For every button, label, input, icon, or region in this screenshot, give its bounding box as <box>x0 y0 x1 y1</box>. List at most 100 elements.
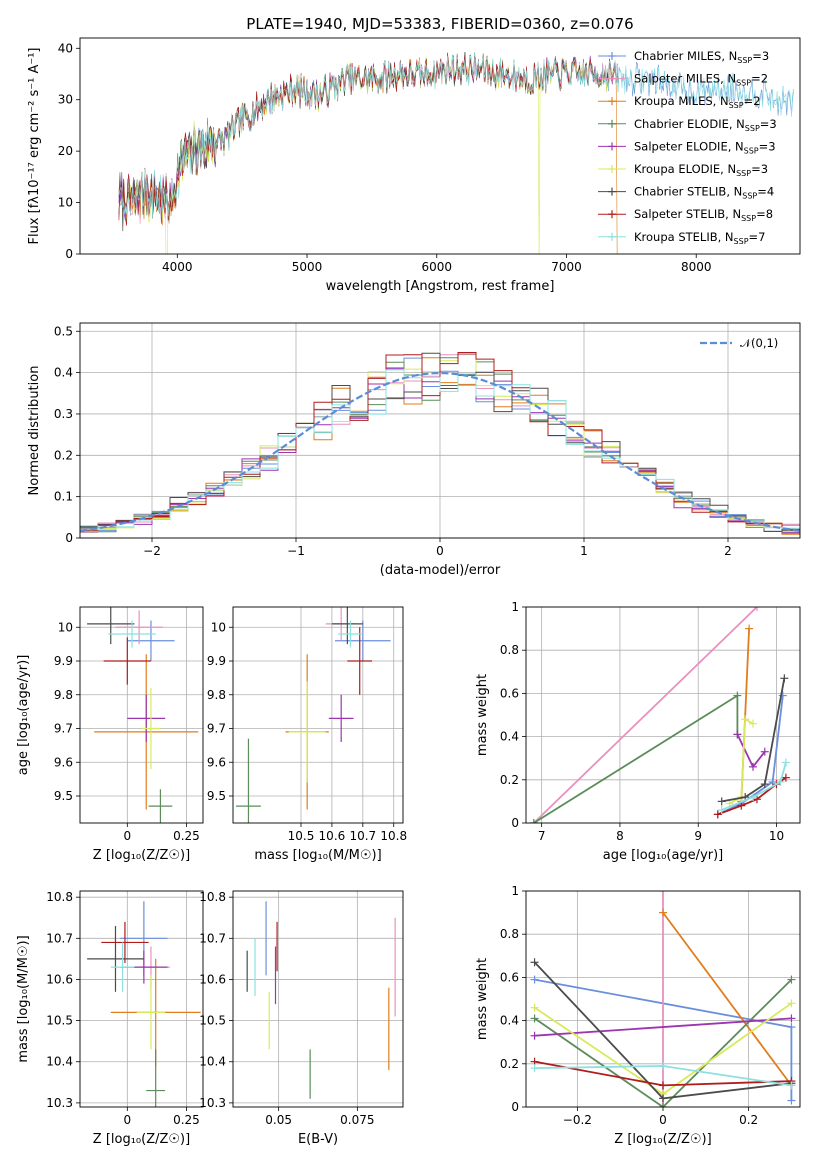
legend-n-subscript: SSP <box>734 237 749 246</box>
error-point-6 <box>141 688 161 769</box>
legend-label: Chabrier ELODIE, NSSP=3 <box>634 117 777 133</box>
tick-label-x: −1 <box>287 544 305 558</box>
tick-label-y: 0.6 <box>500 970 519 984</box>
x-axis-label: (data-model)/error <box>380 563 501 578</box>
legend-model-name: Chabrier ELODIE <box>634 117 729 131</box>
legend: 𝒩(0,1) <box>700 336 778 350</box>
tick-label-x: 10.5 <box>288 829 315 843</box>
legend-label: Salpeter STELIB, NSSP=8 <box>634 207 773 223</box>
spectrum-line-5 <box>118 54 619 224</box>
error-point-7 <box>87 607 135 645</box>
tick-label-y: 20 <box>58 144 73 158</box>
weight-line-4 <box>533 693 739 823</box>
plot-area <box>236 607 391 823</box>
tick-label-y: 0 <box>511 816 519 830</box>
tick-label-y: 10.8 <box>46 890 73 904</box>
legend-n-subscript: SSP <box>742 192 757 201</box>
x-axis-label: mass [log₁₀(M/M☉)] <box>254 848 381 863</box>
tick-label-y: 0.4 <box>54 366 73 380</box>
panel-spectrum: 4000 5000 6000 7000 8000 0 10 20 30 40 wavelength … <box>27 37 801 294</box>
tick-label-x: −2 <box>143 544 161 558</box>
legend-nssp: 3 <box>768 139 775 153</box>
tick-label-y: 10.3 <box>199 1096 226 1110</box>
legend-n-eq: = <box>760 117 770 131</box>
axes-frame <box>79 322 801 539</box>
tick-label-y: 9.8 <box>207 688 226 702</box>
legend-nssp: 8 <box>766 207 773 221</box>
tick-label-y: 9.5 <box>207 789 226 803</box>
axes-frame <box>79 606 204 824</box>
tick-label-x: 0 <box>123 829 131 843</box>
figure-title: PLATE=1940, MJD=53383, FIBERID=0360, z=0… <box>246 15 633 33</box>
legend-n-subscript: SSP <box>736 79 751 88</box>
tick-label-y: 10.6 <box>199 972 226 986</box>
weight-line-5 <box>534 1017 792 1037</box>
legend-model-name: Salpeter STELIB <box>634 207 725 221</box>
legend-label: Kroupa MILES, NSSP=2 <box>634 94 761 110</box>
legend-model-name: Salpeter ELODIE <box>634 139 728 153</box>
plot-area <box>530 891 796 1107</box>
tick-label-y: 0 <box>65 247 73 261</box>
error-point-6 <box>136 975 166 1050</box>
error-point-1 <box>335 620 391 661</box>
tick-label-y: 10.7 <box>199 931 226 945</box>
tick-label-y: 9.5 <box>54 789 73 803</box>
axes-frame <box>525 606 801 824</box>
legend-model-name: Chabrier MILES <box>634 49 721 63</box>
panel-age-vs-Z: 0 0.25 9.5 9.6 9.7 9.8 9.9 10 Z [log₁₀(Z/Z☉)] age… <box>16 606 204 863</box>
legend-nssp: 2 <box>761 72 768 86</box>
weight-line-7 <box>721 678 786 803</box>
tick-label-y: 0.8 <box>500 643 519 657</box>
tick-label-x: 2 <box>724 544 732 558</box>
tick-label-y: 10.5 <box>46 1014 73 1028</box>
legend-model-name: Kroupa STELIB <box>634 230 718 244</box>
legend-model-name: Chabrier STELIB <box>634 185 726 199</box>
spectrum-line-9 <box>118 53 794 217</box>
legend-n-subscript: SSP <box>745 124 760 133</box>
legend-label: Chabrier MILES, NSSP=3 <box>634 49 769 65</box>
tick-label-y: 0.2 <box>500 1057 519 1071</box>
tick-label-x: 10 <box>769 829 784 843</box>
legend-n-eq: = <box>749 230 759 244</box>
weight-line-6 <box>729 717 754 805</box>
legend-n-subscript: SSP <box>737 56 752 65</box>
tick-label-y: 10 <box>211 620 226 634</box>
tick-label-y: 10.4 <box>46 1055 73 1069</box>
tick-label-y: 0.4 <box>500 1014 519 1028</box>
plot-area <box>87 901 201 1107</box>
tick-label-y: 0.3 <box>54 407 73 421</box>
error-point-2 <box>115 610 163 645</box>
tick-label-y: 0.4 <box>500 730 519 744</box>
y-axis-label: Normed distribution <box>27 366 42 496</box>
weight-line-5 <box>736 734 766 769</box>
axes-frame <box>79 890 204 1108</box>
tick-label-y: 9.9 <box>207 654 226 668</box>
legend-n-eq: = <box>752 49 762 63</box>
error-point-4 <box>236 738 261 823</box>
panel-mass-vs-Z: 0 0.25 10.3 10.4 10.5 10.6 10.7 10.8 Z [log₁₀(Z/… <box>16 890 204 1147</box>
legend-label: Kroupa ELODIE, NSSP=3 <box>634 162 768 178</box>
tick-label-y: 9.9 <box>54 654 73 668</box>
tick-label-y: 10.4 <box>199 1055 226 1069</box>
axes-frame <box>525 890 801 1108</box>
x-axis-label: Z [log₁₀(Z/Z☉)] <box>93 848 190 863</box>
tick-label-y: 1 <box>511 884 519 898</box>
tick-label-x: −0.2 <box>563 1113 592 1127</box>
x-axis-label: Z [log₁₀(Z/Z☉)] <box>93 1132 190 1147</box>
legend-n-text: , N <box>721 49 737 63</box>
tick-label-x: 0 <box>436 544 444 558</box>
tick-label-y: 9.8 <box>54 688 73 702</box>
error-point-8 <box>347 627 373 695</box>
tick-label-x: 0.075 <box>340 1113 374 1127</box>
error-point-9 <box>338 620 363 648</box>
error-point-5 <box>127 694 166 742</box>
plot-area <box>529 607 790 823</box>
tick-label-y: 9.6 <box>54 755 73 769</box>
tick-label-y: 1 <box>511 600 519 614</box>
legend-model-name: Salpeter MILES <box>634 72 720 86</box>
plot-area <box>118 51 794 254</box>
error-point-5 <box>328 694 354 742</box>
panel-mass-weight-vs-age: 7 8 9 10 0 0.2 0.4 0.6 0.8 1 age [log₁₀(age/yr)] ma… <box>475 600 801 863</box>
